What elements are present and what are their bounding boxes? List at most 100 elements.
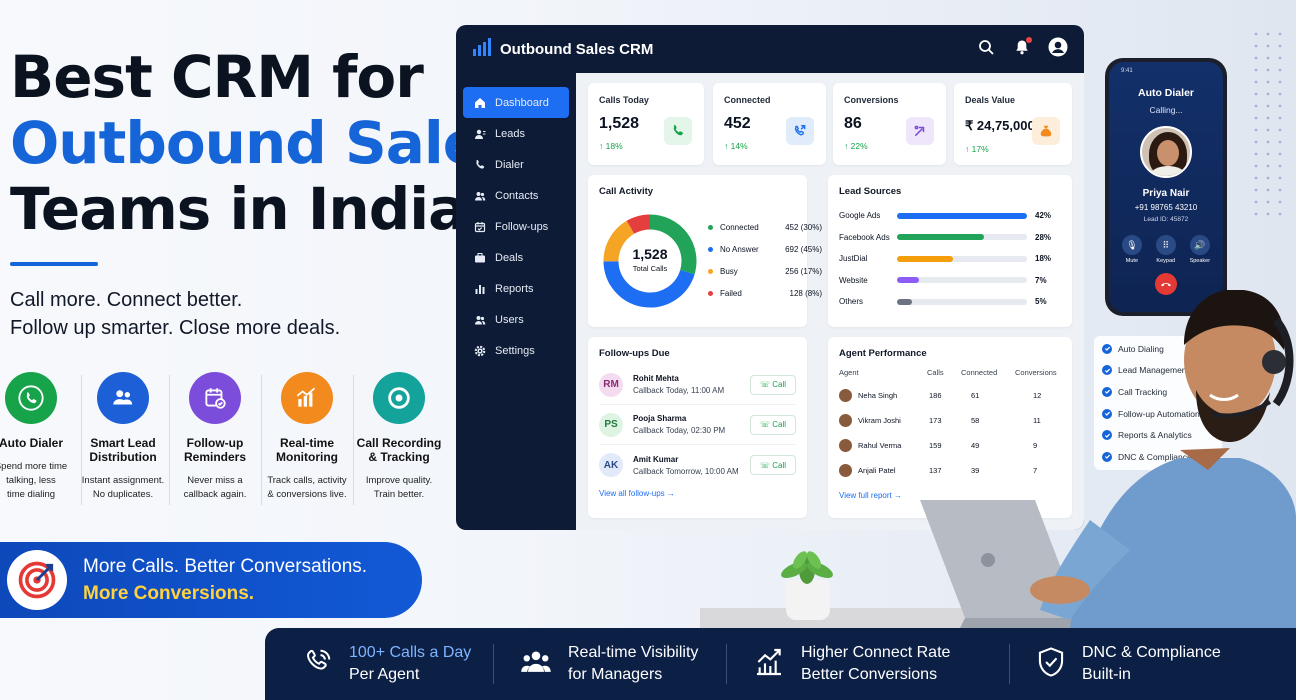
call-button[interactable]: ☏ Call <box>750 455 796 475</box>
nav-contacts[interactable]: Contacts <box>463 180 569 211</box>
view-full-report-link[interactable]: View full report → <box>839 491 902 500</box>
check-icon <box>1102 365 1112 376</box>
agent-name: Vikram Joshi <box>858 416 901 425</box>
calendar-check-icon <box>189 372 241 424</box>
nav-reports[interactable]: Reports <box>463 273 569 304</box>
hero-sub-1: Call more. Connect better. <box>10 289 243 311</box>
benefit-title: 100+ Calls a Day <box>349 644 472 661</box>
avatar <box>839 439 852 452</box>
hero-sub-2: Follow up smarter. Close more deals. <box>10 317 341 339</box>
kpi-value: ₹ 24,75,000 <box>965 118 1035 133</box>
lead-source-bar <box>897 255 1027 262</box>
nav-followups[interactable]: Follow-ups <box>463 211 569 242</box>
nav-users[interactable]: Users <box>463 304 569 335</box>
mute-button[interactable]: 🎙 Mute <box>1121 235 1142 264</box>
checklist-label: Follow-up Automation <box>1118 408 1200 419</box>
calendar-icon <box>473 220 487 234</box>
keypad-button[interactable]: ⠿ Keypad <box>1155 235 1176 264</box>
feature-title: Real-time <box>279 436 335 450</box>
legend-value: 128 (8%) <box>789 288 822 298</box>
growth-chart-icon <box>753 646 785 683</box>
search-icon[interactable] <box>978 39 994 60</box>
lead-source-row: Facebook Ads 28% <box>839 227 1061 249</box>
view-all-followups-link[interactable]: View all follow-ups → <box>599 489 675 498</box>
table-header: Agent Calls Connected Conversions <box>839 361 1061 383</box>
nav-dialer[interactable]: Dialer <box>463 149 569 180</box>
call-button-label: Call <box>772 420 786 429</box>
check-icon <box>1102 343 1112 354</box>
feature-desc-3: time dialing <box>6 489 56 500</box>
legend-swatch <box>708 224 713 230</box>
followup-time: Callback Today, 02:30 PM <box>633 426 726 435</box>
hang-up-button[interactable] <box>1155 273 1177 295</box>
feature-desc-1: Instant assignment. <box>81 475 165 486</box>
card-title: Agent Performance <box>839 348 927 359</box>
feature-title: Call Recording <box>356 436 442 450</box>
agent-calls: 173 <box>929 416 942 425</box>
followups-card: Follow-ups Due RM Rohit Mehta Callback Tod… <box>588 337 807 518</box>
checklist-item: Lead Management <box>1102 360 1214 382</box>
donut-slice-busy <box>603 220 635 262</box>
feature-desc-1: Never miss a <box>187 475 243 486</box>
speaker-button[interactable]: 🔊 Speaker <box>1189 235 1211 264</box>
phone-icon <box>664 117 692 145</box>
benefit-divider <box>726 644 727 684</box>
phone-title: Auto Dialer <box>1137 87 1194 99</box>
lead-source-bar <box>897 234 1027 241</box>
control-label: Speaker <box>1189 258 1211 264</box>
followup-item: AK Amit Kumar Callback Tomorrow, 10:00 AM ☏… <box>599 445 796 485</box>
users-icon <box>473 313 487 327</box>
lead-source-fill <box>897 277 919 284</box>
nav-deals[interactable]: Deals <box>463 242 569 273</box>
lead-source-row: JustDial 18% <box>839 248 1061 270</box>
kpi-label: Calls Today <box>599 95 649 105</box>
feature-divider <box>169 375 170 505</box>
donut-center: 1,528 Total Calls <box>600 246 700 273</box>
nav-dashboard[interactable]: Dashboard <box>463 87 569 118</box>
kpi-value: 452 <box>724 115 751 132</box>
legend-item: Busy 256 (17%) <box>708 260 822 282</box>
feature-title-2: & Tracking <box>368 450 430 464</box>
hero-subtitle: Call more. Connect better. Follow up sma… <box>10 286 340 342</box>
table-row: Rahul Verma 159 49 9 <box>839 433 1061 458</box>
nav-settings[interactable]: Settings <box>463 335 569 366</box>
feature-title-2: Monitoring <box>276 450 338 464</box>
call-button-label: Call <box>772 460 786 470</box>
kpi-value: 1,528 <box>599 115 640 132</box>
lead-source-row: Website 7% <box>839 270 1061 292</box>
feature-divider <box>81 375 82 505</box>
plant-pot <box>786 580 830 620</box>
feature-desc-2: talking, less <box>6 475 56 486</box>
legend-item: No Answer 692 (45%) <box>708 238 822 260</box>
phone-icon: ☏ <box>759 420 773 429</box>
feature-monitoring: Real-time Monitoring Track calls, activit… <box>261 372 353 502</box>
nav-label: Reports <box>495 282 534 295</box>
agent-calls: 159 <box>929 441 942 450</box>
legend-label: Failed <box>720 288 742 298</box>
lead-sources-list: Google Ads 42% Facebook Ads 28% JustDial 18… <box>839 205 1061 313</box>
nav-leads[interactable]: Leads <box>463 118 569 149</box>
benefit-calls: 100+ Calls a Day Per Agent <box>303 628 493 700</box>
followup-item: PS Pooja Sharma Callback Today, 02:30 PM ☏ … <box>599 405 796 445</box>
legend-label: No Answer <box>720 244 759 254</box>
user-avatar-icon[interactable] <box>1048 37 1068 62</box>
benefit-connect-rate: Higher Connect Rate Better Conversions <box>753 628 1009 700</box>
card-title: Call Activity <box>599 186 654 197</box>
bell-icon[interactable] <box>1014 36 1032 60</box>
checklist-item: Reports & Analytics <box>1102 424 1214 446</box>
keypad-icon: ⠿ <box>1155 235 1176 255</box>
checklist-label: Reports & Analytics <box>1118 430 1192 441</box>
nav-label: Contacts <box>495 189 539 202</box>
agent-connected: 39 <box>971 466 980 475</box>
lead-source-label: Google Ads <box>839 211 881 221</box>
feature-followup: Follow-up Reminders Never miss a callback … <box>169 372 261 502</box>
agent-conversions: 11 <box>1033 416 1041 425</box>
call-button[interactable]: ☏ Call <box>750 414 796 435</box>
bottom-benefits-bar: 100+ Calls a Day Per Agent Real-time Visi… <box>265 628 1296 700</box>
conversion-icon <box>906 117 934 145</box>
avatar: RM <box>599 372 623 397</box>
legend-swatch <box>708 268 713 274</box>
lead-source-row: Google Ads 42% <box>839 205 1061 227</box>
call-button[interactable]: ☏ Call <box>750 374 796 395</box>
lead-source-fill <box>897 212 1027 219</box>
